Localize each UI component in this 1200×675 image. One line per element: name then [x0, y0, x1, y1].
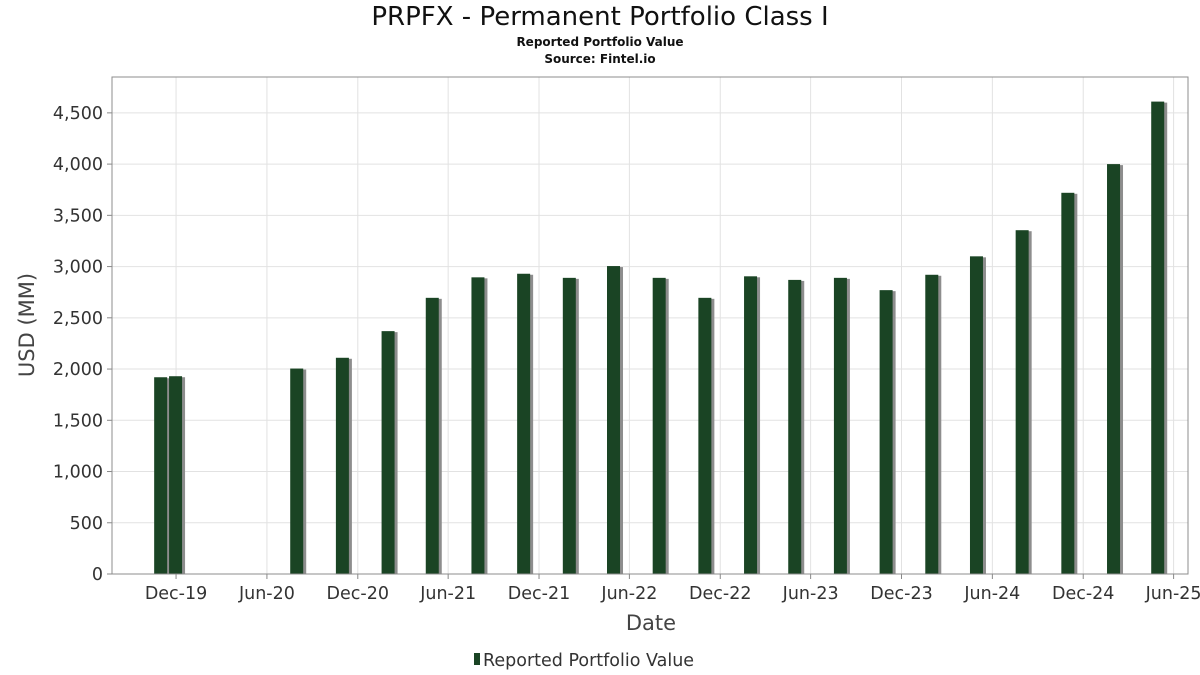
bar — [925, 274, 939, 574]
bar — [652, 277, 666, 574]
bar — [1061, 192, 1075, 574]
x-tick-label: Jun-25 — [1145, 584, 1200, 604]
bar — [833, 277, 847, 574]
x-tick-label: Dec-19 — [145, 584, 207, 604]
bars — [154, 101, 1168, 574]
x-tick-label: Jun-22 — [600, 584, 657, 604]
legend-swatch — [474, 653, 480, 665]
x-tick-label: Jun-21 — [419, 584, 476, 604]
x-tick-label: Dec-22 — [689, 584, 751, 604]
bar — [562, 277, 576, 574]
y-tick-label: 4,500 — [53, 104, 103, 124]
x-tick-label: Dec-21 — [508, 584, 570, 604]
bar — [335, 357, 349, 574]
legend-label: Reported Portfolio Value — [483, 651, 694, 671]
bar — [154, 377, 168, 574]
bar — [879, 290, 893, 574]
y-tick-label: 2,500 — [53, 309, 103, 329]
legend: Reported Portfolio Value — [474, 651, 694, 671]
grid — [112, 77, 1188, 575]
bar — [425, 297, 439, 574]
y-tick-label: 3,000 — [53, 258, 103, 278]
bar — [169, 376, 183, 574]
bar — [744, 276, 758, 574]
chart-title: PRPFX - Permanent Portfolio Class I — [371, 2, 829, 32]
chart-source: Source: Fintel.io — [544, 52, 656, 66]
x-tick-label: Dec-20 — [327, 584, 389, 604]
x-tick-label: Jun-20 — [238, 584, 295, 604]
x-tick-label: Jun-23 — [782, 584, 839, 604]
bar — [969, 256, 983, 574]
bar — [698, 297, 712, 574]
y-tick-label: 500 — [70, 514, 103, 534]
plot-frame — [111, 76, 1189, 575]
bar — [381, 331, 395, 574]
x-tick-label: Dec-24 — [1052, 584, 1114, 604]
y-tick-label: 1,000 — [53, 463, 103, 483]
bar — [517, 273, 531, 574]
bar — [1151, 101, 1165, 574]
bar — [471, 277, 485, 574]
axes: 0 500 1,000 1,500 2,000 2,500 3,000 3,500 4,000 4… — [53, 104, 1200, 604]
x-tick-label: Dec-23 — [870, 584, 932, 604]
x-axis-title: Date — [626, 611, 676, 635]
bar — [607, 266, 621, 574]
bar — [1015, 230, 1029, 574]
chart-subtitle: Reported Portfolio Value — [516, 35, 684, 49]
y-tick-label: 4,000 — [53, 155, 103, 175]
bar — [1107, 164, 1121, 574]
y-tick-label: 3,500 — [53, 206, 103, 226]
y-axis-title: USD (MM) — [15, 273, 39, 377]
y-tick-label: 0 — [92, 565, 103, 585]
x-tick-label: Jun-24 — [963, 584, 1020, 604]
bar — [290, 368, 304, 574]
y-tick-label: 2,000 — [53, 360, 103, 380]
bar — [788, 279, 802, 574]
y-tick-label: 1,500 — [53, 411, 103, 431]
